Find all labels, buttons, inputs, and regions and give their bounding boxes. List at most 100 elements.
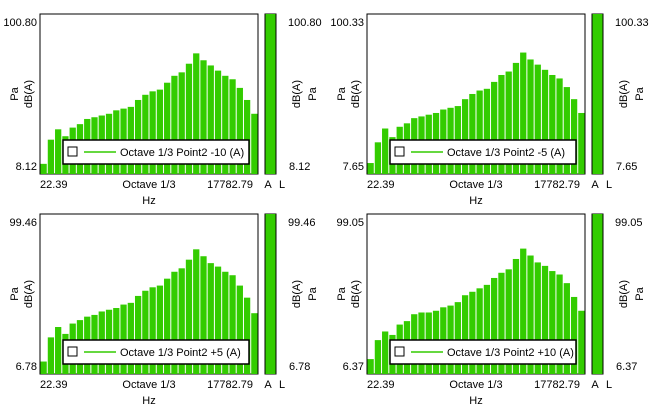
x-center-label: Octave 1/3	[122, 179, 175, 191]
bars	[40, 53, 258, 174]
bar	[200, 60, 207, 174]
bar	[55, 129, 62, 174]
bar	[55, 327, 62, 374]
bar	[243, 297, 251, 374]
bar	[222, 75, 229, 174]
bar	[214, 70, 222, 174]
bar	[520, 248, 527, 374]
bar	[512, 258, 520, 374]
bar	[127, 302, 134, 374]
bar	[505, 71, 512, 174]
x-left-label: 22.39	[40, 379, 68, 391]
bar	[498, 74, 505, 174]
bar	[40, 163, 47, 174]
bar	[578, 310, 585, 374]
y-axis-unit-outer: Pa	[336, 286, 348, 300]
x-right-label: 17782.79	[207, 379, 253, 391]
x-center-label: Octave 1/3	[122, 379, 175, 391]
y-top-label: 100.80	[3, 17, 37, 29]
y-top-label: 100.33	[330, 17, 364, 29]
bar	[374, 340, 382, 374]
overall-level-bar	[265, 14, 276, 174]
bar	[134, 295, 142, 374]
bar	[171, 75, 178, 174]
x-right-label: 17782.79	[534, 379, 580, 391]
bar	[498, 272, 505, 374]
side-label-a: A	[264, 179, 272, 191]
bar	[556, 78, 563, 174]
bar	[549, 74, 556, 174]
x-center-label: Octave 1/3	[449, 179, 502, 191]
bar	[236, 87, 243, 174]
side-label-l: L	[279, 179, 285, 191]
y-bottom-label-right: 8.12	[289, 161, 310, 173]
bar	[193, 53, 200, 174]
bar	[374, 142, 382, 174]
y-axis-unit-inner: dB(A)	[350, 280, 362, 308]
y-axis-unit-right-inner: dB(A)	[291, 80, 303, 108]
side-label-a: A	[591, 179, 599, 191]
y-bottom-label: 6.78	[16, 361, 37, 373]
y-top-label: 99.05	[336, 217, 364, 229]
legend-label: Octave 1/3 Point2 +5 (A)	[120, 347, 241, 359]
bar	[563, 283, 570, 374]
bar	[469, 291, 476, 374]
x-axis-unit: Hz	[142, 195, 155, 207]
y-axis-unit-right-outer: Pa	[634, 286, 646, 300]
bar	[142, 94, 149, 174]
bar	[563, 87, 570, 174]
bar	[134, 99, 142, 174]
legend-checkbox-icon[interactable]	[394, 346, 405, 357]
bar	[200, 256, 207, 374]
x-right-label: 17782.79	[534, 179, 580, 191]
side-label-a: A	[264, 379, 272, 391]
bar	[178, 72, 185, 174]
y-bottom-label: 8.12	[16, 161, 37, 173]
legend-label: Octave 1/3 Point2 -5 (A)	[447, 147, 565, 159]
y-top-label-right: 100.80	[288, 17, 322, 29]
x-right-label: 17782.79	[207, 179, 253, 191]
bar	[207, 65, 214, 174]
y-top-label-right: 99.46	[288, 217, 316, 229]
bar	[367, 163, 374, 174]
y-axis-unit-inner: dB(A)	[23, 280, 35, 308]
bar	[40, 361, 47, 374]
bar	[476, 90, 483, 174]
x-left-label: 22.39	[367, 379, 395, 391]
overall-level-bar	[592, 14, 603, 174]
bar	[142, 290, 149, 374]
bar	[149, 287, 156, 374]
bar	[156, 89, 164, 174]
bar	[185, 63, 193, 174]
bar	[178, 268, 185, 374]
legend-checkbox-icon[interactable]	[394, 146, 405, 157]
legend-checkbox-icon[interactable]	[67, 346, 78, 357]
bar	[527, 255, 534, 374]
bar	[505, 269, 512, 374]
bar	[171, 271, 178, 374]
bar	[229, 275, 236, 374]
bar	[491, 81, 498, 174]
y-axis-unit-outer: Pa	[9, 286, 21, 300]
bar	[556, 274, 563, 374]
bar	[193, 249, 200, 374]
bar	[251, 313, 258, 374]
bar	[534, 64, 541, 174]
side-label-l: L	[279, 379, 285, 391]
bar	[367, 359, 374, 374]
bar	[149, 91, 156, 174]
overall-level-bar	[592, 214, 603, 374]
bar	[185, 259, 193, 374]
bar	[483, 88, 491, 174]
bar	[382, 128, 389, 174]
bar	[156, 285, 164, 374]
x-axis-unit: Hz	[142, 395, 155, 406]
legend-checkbox-icon[interactable]	[67, 146, 78, 157]
side-label-l: L	[606, 179, 612, 191]
y-top-label-right: 99.05	[615, 217, 643, 229]
bar	[483, 284, 491, 374]
y-axis-unit-inner: dB(A)	[350, 80, 362, 108]
overall-level-bar	[265, 214, 276, 374]
